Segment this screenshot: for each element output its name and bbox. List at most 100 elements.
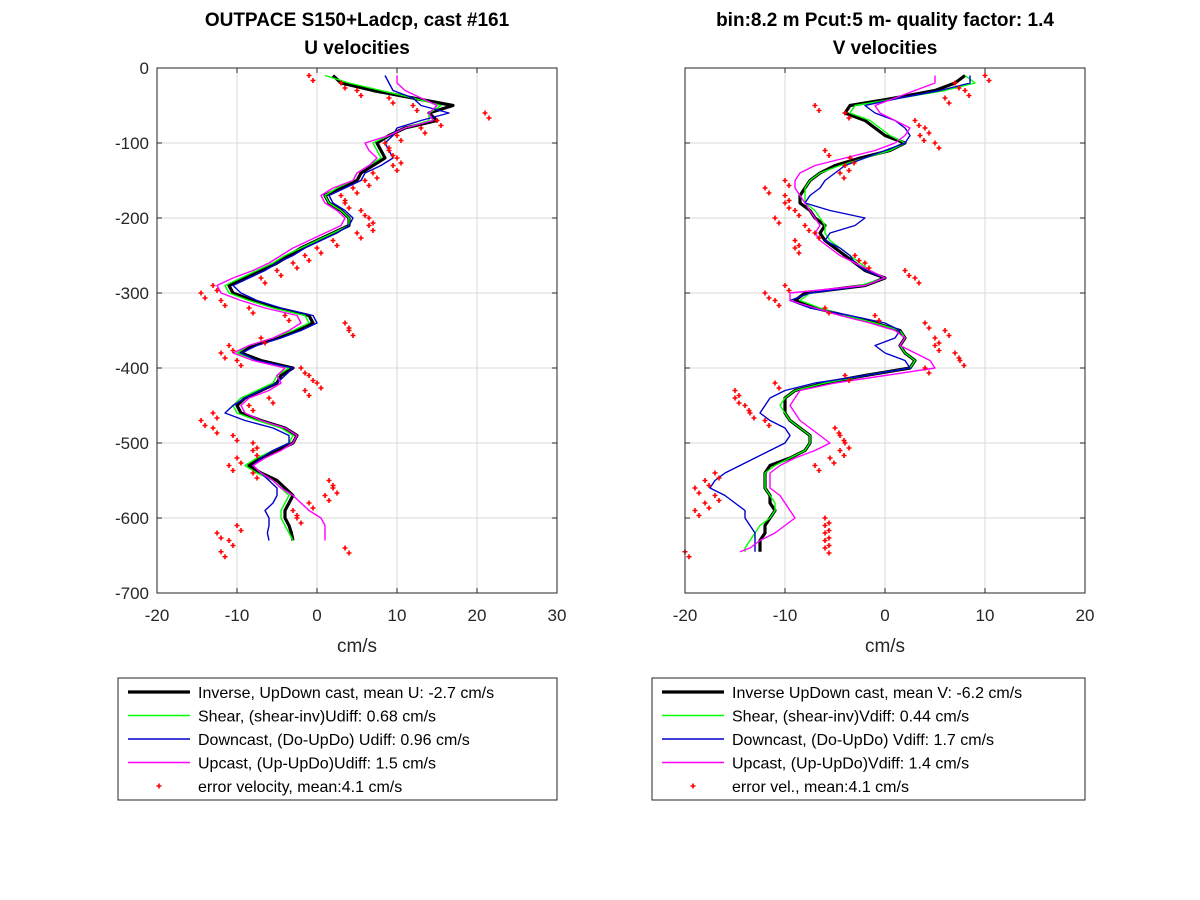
v-error-point-40: [842, 373, 848, 378]
u-error-point-18-b: [362, 213, 368, 218]
v-error-point-0: [982, 73, 988, 78]
v-error-point-33-b: [926, 325, 932, 331]
u-error-point-37: [218, 350, 224, 356]
u-x-tick-label-2: 0: [312, 606, 321, 625]
u-legend-swatch-4: [156, 783, 162, 789]
v-error-point-11-b: [851, 160, 857, 166]
u-error-point-44-b: [250, 408, 256, 413]
v-error-point-28: [782, 283, 788, 288]
u-y-tick-label-7: -700: [115, 584, 149, 603]
u-error-point-26-b: [278, 273, 284, 278]
v-error-point-28-b: [786, 288, 792, 293]
v-error-point-50-b: [841, 453, 847, 458]
u-error-point-60: [234, 523, 240, 528]
u-y-tick-label-3: -300: [115, 284, 149, 303]
v-error-point-23-b: [796, 250, 802, 256]
v-chart-subtitle: V velocities: [833, 38, 938, 59]
u-error-point-50: [250, 448, 256, 453]
u-error-point-15-b: [354, 190, 360, 196]
v-error-point-60: [822, 523, 828, 528]
v-error-point-14: [782, 178, 788, 183]
v-error-point-7: [922, 125, 928, 131]
u-error-point-30-b: [222, 303, 228, 308]
u-error-point-34-b: [350, 333, 356, 338]
v-error-point-61: [822, 530, 828, 536]
v-error-point-29: [762, 290, 768, 296]
u-error-point-12-b: [394, 168, 400, 173]
u-error-point-49-b: [254, 445, 260, 451]
v-x-tick-label-3: 10: [976, 606, 995, 625]
u-error-point-14-b: [366, 183, 372, 188]
u-error-point-33: [342, 320, 348, 326]
u-series-upcast-line: [216, 75, 438, 541]
v-error-point-35: [932, 335, 938, 341]
u-error-point-43: [266, 395, 272, 401]
u-error-point-40-b: [310, 378, 316, 383]
v-error-point-31: [822, 305, 828, 311]
u-error-point-61-b: [218, 535, 224, 541]
u-error-point-21-b: [358, 235, 364, 241]
u-error-point-42-b: [306, 393, 312, 398]
u-error-point-29-b: [202, 295, 208, 301]
v-error-point-32-b: [876, 318, 882, 323]
v-legend-label-1: Shear, (shear-inv)Vdiff: 0.44 cm/s: [732, 709, 969, 726]
v-chart-title: bin:8.2 m Pcut:5 m- quality factor: 1.4: [716, 10, 1054, 31]
v-error-point-61-b: [826, 535, 832, 541]
u-error-point-3-b: [390, 100, 396, 106]
u-error-point-22: [330, 238, 336, 243]
u-error-point-1: [338, 80, 344, 86]
u-y-tick-label-5: -500: [115, 434, 149, 453]
v-error-point-63: [822, 545, 828, 551]
u-error-point-57-b: [310, 505, 316, 511]
u-x-tick-label-4: 20: [468, 606, 487, 625]
u-error-point-35: [258, 335, 264, 341]
u-plot-area: -20 -10 0 10 20 300-100-200-300-400-500-600-7…: [115, 59, 566, 625]
u-error-point-38: [234, 358, 240, 363]
u-error-point-36: [226, 343, 232, 348]
v-error-point-45-b: [751, 415, 757, 421]
u-error-point-25-b: [294, 265, 300, 271]
u-error-point-24-b: [306, 258, 312, 263]
u-error-point-8: [394, 133, 400, 138]
u-error-point-26: [274, 268, 280, 273]
v-error-point-9-b: [936, 145, 942, 151]
v-error-point-5: [842, 110, 848, 116]
v-error-point-3: [942, 95, 948, 101]
v-error-point-19-b: [776, 220, 782, 226]
u-error-point-46: [198, 418, 204, 423]
u-series-shear-line: [224, 74, 442, 541]
u-chart-title: OUTPACE S150+Ladcp, cast #161: [205, 10, 510, 31]
v-error-point-52: [812, 463, 818, 468]
u-y-tick-label-6: -600: [115, 509, 149, 528]
u-error-point-19: [366, 215, 372, 221]
u-error-point-3: [386, 95, 392, 101]
u-error-point-45-b: [214, 415, 220, 421]
u-legend-label-3: Upcast, (Up-UpDo)Udiff: 1.5 cm/s: [198, 756, 436, 773]
v-error-point-0-b: [986, 78, 992, 83]
v-error-point-27-b: [916, 280, 922, 286]
u-error-point-22-b: [334, 243, 340, 248]
v-error-point-51-b: [831, 460, 837, 466]
u-error-point-13-b: [374, 175, 380, 181]
v-error-point-16-b: [786, 198, 792, 203]
u-error-point-49: [250, 440, 256, 446]
u-error-point-44: [246, 403, 252, 408]
v-error-point-24: [852, 253, 858, 258]
v-error-point-27: [912, 275, 918, 281]
v-x-tick-label-4: 20: [1076, 606, 1095, 625]
u-error-point-8-b: [398, 138, 404, 143]
u-error-point-55: [330, 485, 336, 491]
v-legend-label-4: error vel., mean:4.1 cm/s: [732, 779, 909, 796]
u-error-point-55-b: [334, 490, 340, 496]
v-error-point-8-b: [921, 138, 927, 143]
v-error-point-6: [912, 118, 918, 123]
u-error-point-43-b: [270, 400, 276, 406]
u-error-point-7-b: [422, 130, 428, 136]
v-error-point-11: [847, 155, 853, 161]
v-legend-label-0: Inverse UpDown cast, mean V: -6.2 cm/s: [732, 685, 1022, 702]
u-x-axis-label: cm/s: [337, 636, 377, 657]
v-error-point-4: [812, 103, 818, 108]
u-error-point-34: [346, 328, 352, 333]
v-error-point-62: [822, 538, 828, 543]
u-error-point-52: [226, 463, 232, 468]
